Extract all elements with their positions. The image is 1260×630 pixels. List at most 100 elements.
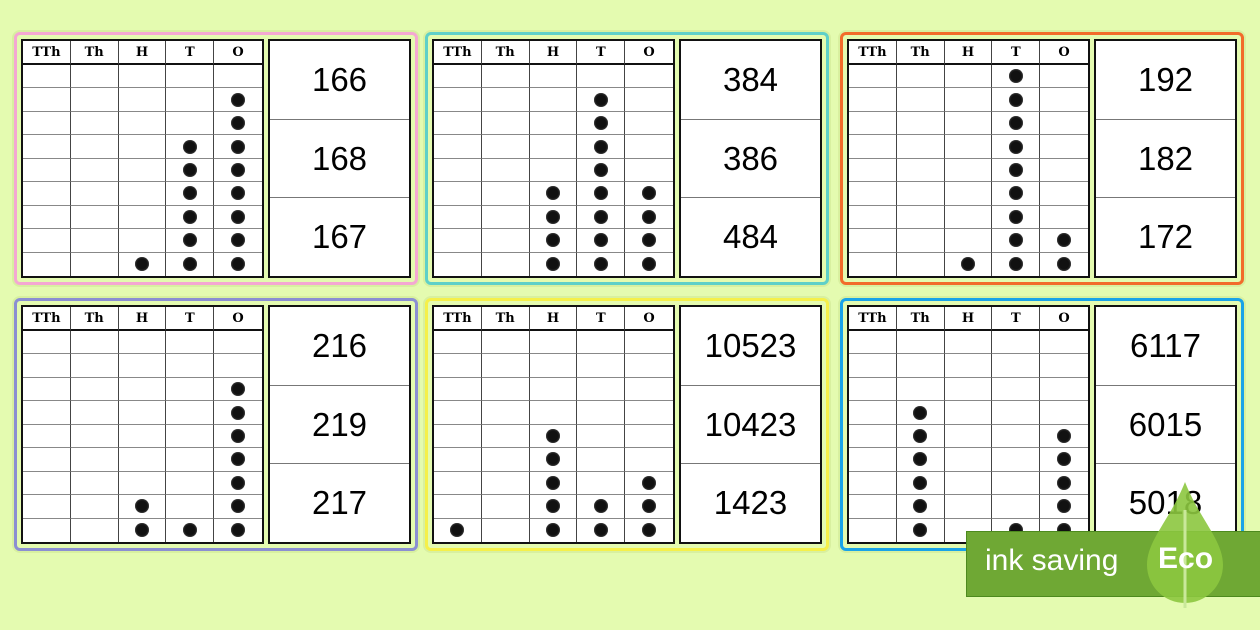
chart-cell: [71, 252, 119, 276]
column-header: T: [166, 41, 215, 65]
chart-cell: [944, 135, 993, 159]
chart-cell: [118, 182, 167, 206]
chart-cell: [166, 88, 215, 112]
chart-cell: [992, 252, 1041, 276]
chart-cell: [896, 377, 945, 402]
chart-cell: [481, 135, 530, 159]
chart-cell: [23, 88, 71, 112]
chart-cell: [118, 229, 167, 253]
chart-cell: [849, 377, 897, 402]
counter-dot: [593, 499, 608, 514]
counter-dot: [545, 475, 560, 490]
chart-cell: [118, 135, 167, 159]
chart-cell: [70, 182, 119, 206]
chart-cell: [577, 111, 626, 136]
number-option[interactable]: 484: [722, 218, 779, 256]
chart-cell: [992, 65, 1041, 89]
chart-cell: [166, 252, 215, 276]
number-option[interactable]: 386: [681, 120, 820, 199]
number-option[interactable]: 172: [1137, 218, 1194, 256]
chart-cell: [992, 377, 1041, 402]
chart-cell: [482, 518, 530, 542]
chart-cell: [23, 182, 71, 206]
counter-dot: [1008, 257, 1023, 272]
chart-cell: [70, 158, 119, 183]
column-header: TTh: [849, 307, 897, 331]
counter-dot: [642, 499, 657, 514]
column-header: Th: [481, 41, 530, 65]
chart-cell: [944, 448, 993, 472]
chart-cell: [849, 401, 897, 425]
chart-cell: [625, 182, 673, 206]
number-option[interactable]: 219: [270, 386, 409, 465]
chart-cell: [530, 252, 578, 276]
number-option[interactable]: 192: [1096, 41, 1235, 120]
counter-dot: [1008, 116, 1023, 131]
chart-cell: [577, 495, 626, 519]
chart-cell: [1040, 88, 1088, 112]
chart-cell: [944, 88, 993, 112]
chart-cell: [625, 88, 673, 112]
column-header: O: [625, 307, 673, 331]
chart-cell: [1040, 401, 1088, 425]
chart-cell: [849, 205, 897, 230]
place-value-chart: TTh Th H T O: [432, 39, 675, 278]
chart-cell: [23, 252, 71, 276]
chart-cell: [118, 471, 167, 496]
chart-cell: [529, 88, 578, 112]
chart-cell: [481, 158, 530, 183]
number-option[interactable]: 384: [681, 41, 820, 120]
chart-cell: [70, 111, 119, 136]
counter-dot: [642, 523, 657, 538]
chart-cell: [1040, 112, 1088, 136]
number-option[interactable]: 166: [270, 41, 409, 120]
counter-dot: [231, 139, 246, 154]
chart-cell: [944, 111, 993, 136]
chart-cell: [23, 205, 71, 230]
counter-dot: [1057, 257, 1072, 272]
chart-cell: [897, 252, 945, 276]
counter-dot: [231, 523, 246, 538]
chart-cell: [577, 518, 626, 542]
chart-cell: [577, 424, 626, 449]
chart-cell: [849, 135, 897, 159]
chart-cell: [577, 401, 626, 425]
chart-cell: [625, 159, 673, 183]
number-option[interactable]: 10423: [681, 386, 820, 465]
chart-cell: [23, 377, 71, 402]
number-option[interactable]: 217: [311, 484, 368, 522]
chart-cell: [897, 518, 945, 542]
number-option[interactable]: 1423: [713, 484, 788, 522]
chart-cell: [118, 111, 167, 136]
number-option[interactable]: 167: [311, 218, 368, 256]
column-header: T: [166, 307, 215, 331]
number-option[interactable]: 216: [270, 307, 409, 386]
chart-cell: [118, 401, 167, 425]
number-option[interactable]: 182: [1096, 120, 1235, 199]
chart-cell: [992, 229, 1041, 253]
counter-dot: [545, 523, 560, 538]
number-option[interactable]: 168: [270, 120, 409, 199]
chart-cell: [529, 401, 578, 425]
chart-cell: [70, 354, 119, 378]
counter-dot: [1008, 186, 1023, 201]
chart-cell: [70, 88, 119, 112]
chart-cell: [992, 424, 1041, 449]
chart-cell: [1040, 495, 1088, 519]
chart-cell: [625, 354, 673, 378]
chart-cell: [1040, 354, 1088, 378]
counter-dot: [545, 428, 560, 443]
counter-dot: [134, 257, 149, 272]
chart-cell: [118, 158, 167, 183]
chart-cell: [118, 65, 167, 89]
column-header: H: [118, 307, 167, 331]
place-value-chart: TTh Th H T O: [847, 39, 1090, 278]
number-option[interactable]: 6015: [1096, 386, 1235, 465]
column-header: T: [992, 307, 1041, 331]
chart-cell: [434, 158, 482, 183]
number-option[interactable]: 6117: [1096, 307, 1235, 386]
counter-dot: [545, 257, 560, 272]
chart-cell: [849, 495, 897, 519]
counter-dot: [913, 499, 928, 514]
number-option[interactable]: 10523: [681, 307, 820, 386]
